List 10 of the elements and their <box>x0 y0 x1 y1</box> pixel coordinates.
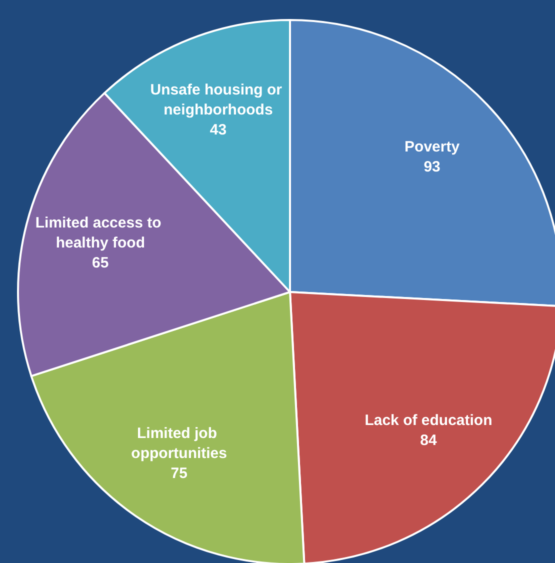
slice-label: Unsafe housing or neighborhoods <box>150 81 286 118</box>
slice-label: Limited job opportunities <box>131 424 227 462</box>
data-label: 93 <box>424 158 440 176</box>
data-label: 43 <box>210 121 227 138</box>
data-label: 65 <box>92 254 109 272</box>
data-label: 84 <box>420 432 438 449</box>
data-label: 75 <box>170 464 188 482</box>
slice-label: Limited access to healthy food <box>35 214 166 252</box>
slice-label: Lack of education <box>364 412 492 429</box>
slice-label: Poverty <box>404 138 460 156</box>
